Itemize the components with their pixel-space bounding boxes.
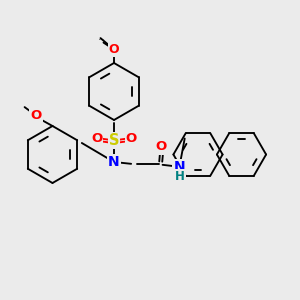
Text: methoxy: methoxy — [98, 39, 105, 40]
Text: O: O — [126, 131, 137, 145]
Text: H: H — [175, 170, 185, 183]
Text: S: S — [109, 133, 119, 148]
Text: O: O — [30, 109, 42, 122]
Text: O: O — [155, 140, 166, 154]
Text: methoxy: methoxy — [94, 38, 101, 39]
Text: O: O — [109, 43, 119, 56]
Text: O: O — [91, 131, 102, 145]
Text: N: N — [174, 160, 185, 174]
Text: N: N — [108, 155, 120, 169]
